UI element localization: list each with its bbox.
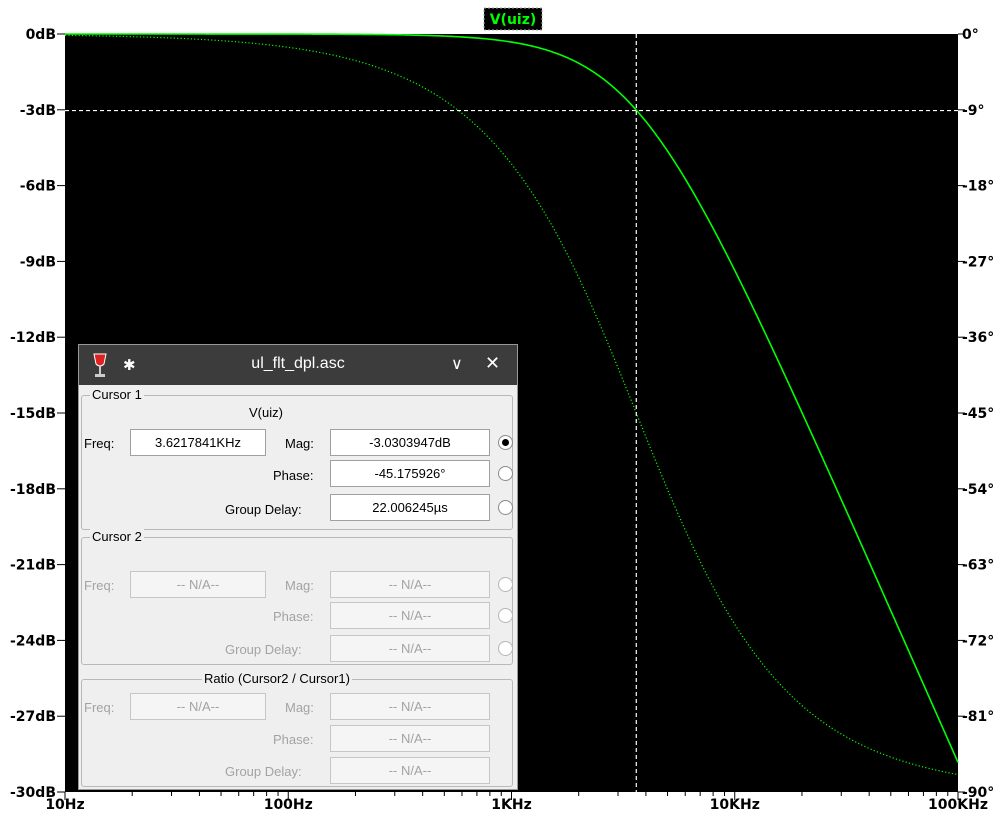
cursor1-trace: V(uiz) [249, 405, 283, 420]
cursor1-mag-label: Mag: [285, 436, 314, 451]
y-left-tick-label: -24dB [10, 633, 56, 649]
cursor2-gd-field[interactable]: -- N/A-- [330, 635, 490, 662]
y-left-tick-label: -6dB [20, 179, 56, 195]
cursor1-gd-radio[interactable] [498, 500, 513, 515]
cursor1-gd-field[interactable]: 22.006245µs [330, 494, 490, 521]
dialog-titlebar[interactable]: ✱ ul_flt_dpl.asc ∨ ✕ [79, 345, 517, 385]
cursor1-gd-label: Group Delay: [225, 502, 302, 517]
ratio-mag-field[interactable]: -- N/A-- [330, 693, 490, 720]
trace-label[interactable]: V(uiz) [490, 12, 537, 28]
axis-ticks [57, 33, 965, 800]
y-right-tick-label: -54° [962, 482, 994, 498]
ratio-gd-label: Group Delay: [225, 764, 302, 779]
dialog-title: ul_flt_dpl.asc [251, 355, 345, 372]
cursor2-freq-label: Freq: [84, 578, 115, 593]
x-tick-label: 100Hz [264, 797, 313, 813]
y-left-tick-label: 0dB [26, 27, 56, 43]
chevron-down-icon[interactable]: ∨ [451, 356, 463, 373]
cursor1-title: Cursor 1 [90, 387, 144, 402]
ratio-group: Ratio (Cursor2 / Cursor1) Freq: -- N/A--… [81, 671, 513, 787]
cursor2-gd-radio[interactable] [498, 641, 513, 656]
cursor2-phase-label: Phase: [273, 609, 314, 624]
ratio-phase-field[interactable]: -- N/A-- [330, 725, 490, 752]
y-right-tick-label: -90° [962, 785, 994, 801]
ratio-phase-label: Phase: [273, 732, 314, 747]
x-tick-label: 100KHz [928, 797, 988, 813]
cursor1-phase-field[interactable]: -45.175926° [330, 460, 490, 487]
cursor2-gd-label: Group Delay: [225, 642, 302, 657]
y-right-tick-label: -18° [962, 179, 994, 195]
y-right-tick-label: -81° [962, 709, 994, 725]
ratio-freq-field[interactable]: -- N/A-- [130, 693, 266, 720]
trace-label-box [483, 7, 543, 31]
ratio-mag-label: Mag: [285, 700, 314, 715]
y-left-tick-label: -3dB [20, 103, 56, 119]
cursor1-group: Cursor 1 V(uiz) Freq: 3.6217841KHz Mag: … [81, 387, 513, 530]
y-right-tick-label: -36° [962, 330, 994, 346]
cursor2-mag-label: Mag: [285, 578, 314, 593]
cursor2-phase-field[interactable]: -- N/A-- [330, 602, 490, 629]
cursor2-mag-field[interactable]: -- N/A-- [330, 571, 490, 598]
y-right-tick-label: -45° [962, 406, 994, 422]
y-right-tick-label: -27° [962, 254, 994, 270]
cursor1-mag-field[interactable]: -3.0303947dB [330, 429, 490, 456]
cursor2-title: Cursor 2 [90, 529, 144, 544]
y-right-tick-label: 0° [962, 27, 979, 43]
x-tick-label: 1KHz [491, 797, 531, 813]
wine-glass-icon [93, 353, 107, 377]
x-tick-label: 10Hz [45, 797, 84, 813]
x-tick-label: 10KHz [710, 797, 760, 813]
cursor1-freq-field[interactable]: 3.6217841KHz [130, 429, 266, 456]
y-left-tick-label: -21dB [10, 558, 56, 574]
y-right-tick-label: -72° [962, 633, 994, 649]
magnitude-trace [65, 33, 959, 763]
phase-trace [64, 34, 959, 776]
y-left-tick-label: -9dB [20, 254, 56, 270]
cursor1-freq-label: Freq: [84, 436, 115, 451]
cursor2-mag-radio[interactable] [498, 577, 513, 592]
ratio-gd-field[interactable]: -- N/A-- [330, 757, 490, 784]
y-left-tick-label: -30dB [10, 785, 56, 801]
y-left-tick-label: -12dB [10, 330, 56, 346]
cursor2-freq-field[interactable]: -- N/A-- [130, 571, 266, 598]
cursor1-mag-radio[interactable] [498, 435, 513, 450]
y-left-tick-label: -27dB [10, 709, 56, 725]
ratio-freq-label: Freq: [84, 700, 115, 715]
cursor2-phase-radio[interactable] [498, 608, 513, 623]
ratio-title: Ratio (Cursor2 / Cursor1) [202, 671, 352, 686]
cursor1-phase-radio[interactable] [498, 466, 513, 481]
y-right-tick-label: -63° [962, 558, 994, 574]
cursor1-phase-label: Phase: [273, 468, 314, 483]
cursor-dialog[interactable]: ✱ ul_flt_dpl.asc ∨ ✕ Cursor 1 V(uiz) Fre… [78, 344, 518, 790]
axis-labels: 0dB -3dB -6dB -9dB -12dB -15dB -18dB -21dB -24dB… [10, 27, 994, 813]
y-right-tick-label: -9° [962, 103, 985, 119]
pin-icon[interactable]: ✱ [123, 357, 136, 374]
cursor2-group: Cursor 2 Freq: -- N/A-- Mag: -- N/A-- Ph… [81, 529, 513, 665]
close-icon[interactable]: ✕ [485, 353, 501, 373]
y-left-tick-label: -18dB [10, 482, 56, 498]
y-left-tick-label: -15dB [10, 406, 56, 422]
